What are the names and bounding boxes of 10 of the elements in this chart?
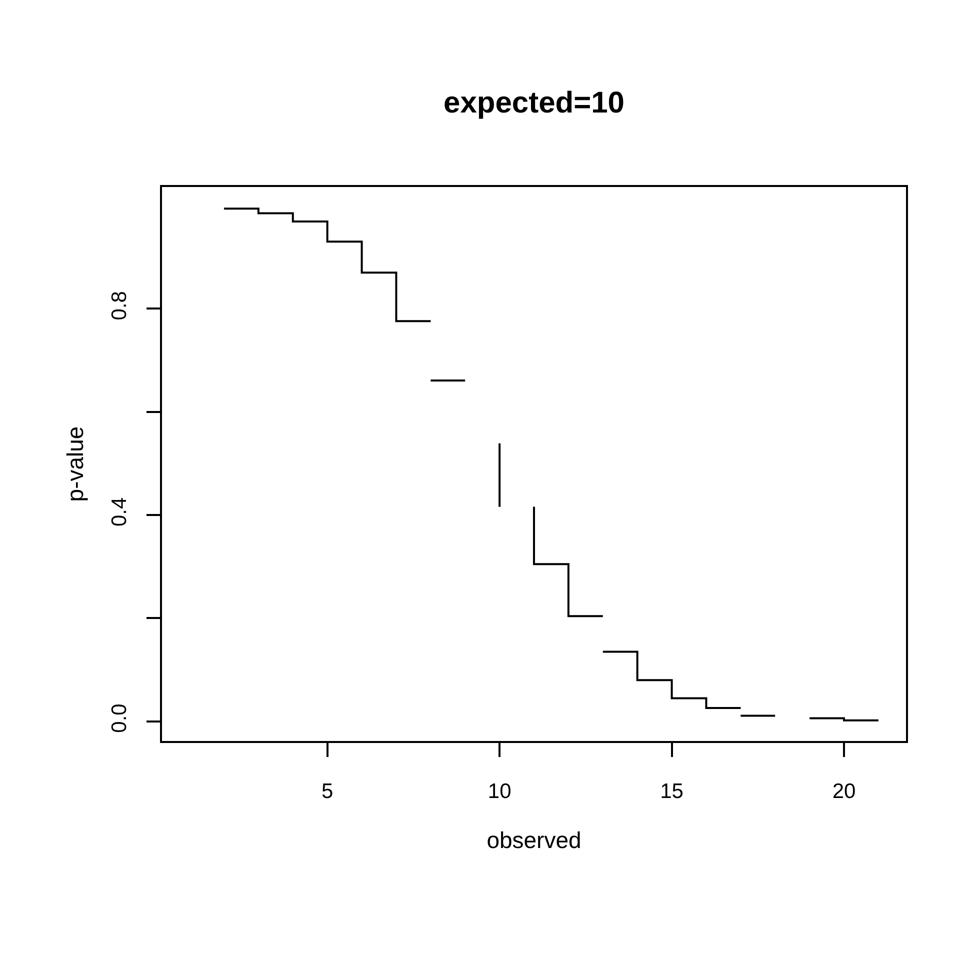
x-tick-label: 20 <box>832 780 856 803</box>
x-tick-label: 10 <box>488 780 512 803</box>
y-tick-label: 0.8 <box>108 290 131 320</box>
x-tick-label: 5 <box>321 780 334 803</box>
y-tick-label: 0.4 <box>108 497 131 527</box>
chart-title: expected=10 <box>444 86 624 120</box>
y-tick-label: 0.0 <box>108 704 131 733</box>
x-tick-label: 15 <box>660 780 684 803</box>
x-axis-title: observed <box>486 827 582 854</box>
y-axis-title: p-value <box>62 426 88 502</box>
